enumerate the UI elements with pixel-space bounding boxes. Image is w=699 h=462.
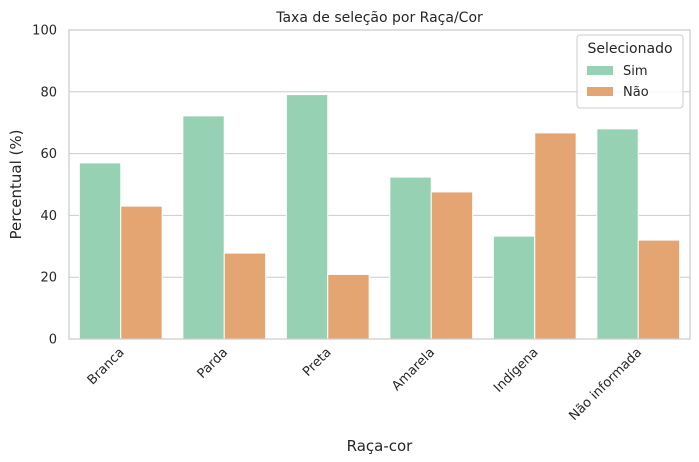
y-tick-label: 0 (49, 333, 57, 348)
bar-parda-sim (182, 115, 225, 340)
bar-amarela-nao (430, 191, 474, 340)
plot-frame (68, 29, 691, 340)
bar-preta-sim (285, 94, 329, 340)
y-tick-label: 40 (40, 209, 57, 224)
x-tick-label: Amarela (389, 345, 438, 394)
bar-branca-sim (78, 162, 122, 340)
bar-amarela-sim (389, 176, 432, 340)
legend-swatch-sim (587, 66, 613, 75)
bar-nao-informada-sim (596, 128, 639, 340)
bars (78, 94, 681, 340)
y-axis-ticks: 0 20 40 60 80 100 (32, 24, 57, 348)
legend-label-nao: Não (623, 85, 649, 100)
x-tick-label: Indígena (491, 345, 541, 395)
bar-indigena-nao (534, 132, 577, 340)
x-tick-label: Branca (85, 345, 128, 388)
y-axis-label: Percentual (%) (7, 129, 25, 239)
legend-label-sim: Sim (623, 64, 648, 79)
legend-swatch-nao (587, 87, 613, 96)
chart-title: Taxa de seleção por Raça/Cor (275, 10, 483, 26)
x-tick-label: Preta (300, 345, 334, 379)
bar-indigena-sim (492, 235, 536, 340)
bar-nao-informada-nao (637, 239, 681, 340)
x-axis-ticks: Branca Parda Preta Amarela Indígena Não infor… (85, 345, 645, 424)
x-tick-label: Não informada (567, 345, 646, 424)
legend-title: Selecionado (587, 41, 672, 57)
bar-preta-nao (327, 273, 370, 340)
legend: Selecionado Sim Não (576, 34, 684, 109)
y-tick-label: 80 (40, 85, 57, 100)
x-axis-label: Raça-cor (347, 437, 414, 455)
y-tick-label: 100 (32, 24, 57, 39)
bar-branca-nao (120, 205, 163, 340)
y-tick-label: 20 (40, 271, 57, 286)
bar-parda-nao (223, 252, 267, 340)
x-tick-label: Parda (195, 345, 231, 381)
plot-border (68, 29, 691, 340)
y-tick-label: 60 (40, 147, 57, 162)
